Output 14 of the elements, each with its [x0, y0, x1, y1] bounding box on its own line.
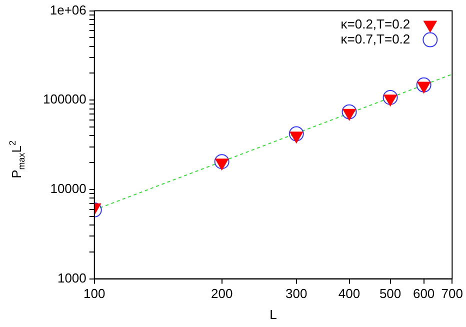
- legend-label: κ=0.2,T=0.2: [340, 16, 410, 32]
- x-axis-title: L: [270, 306, 277, 322]
- x-tick-label: 500: [379, 286, 402, 302]
- y-tick-label: 1e+06: [50, 2, 86, 18]
- x-tick-label: 600: [412, 286, 435, 302]
- legend-label: κ=0.7,T=0.2: [340, 31, 410, 46]
- x-tick-label: 300: [286, 286, 308, 302]
- y-tick-label: 10000: [50, 181, 86, 196]
- x-tick-label: 200: [210, 286, 233, 302]
- x-tick-label: 100: [84, 286, 106, 302]
- x-tick-label: 700: [441, 286, 464, 302]
- x-tick-label: 400: [338, 286, 360, 302]
- y-tick-label: 100000: [42, 92, 86, 107]
- y-tick-label: 1000: [57, 270, 86, 286]
